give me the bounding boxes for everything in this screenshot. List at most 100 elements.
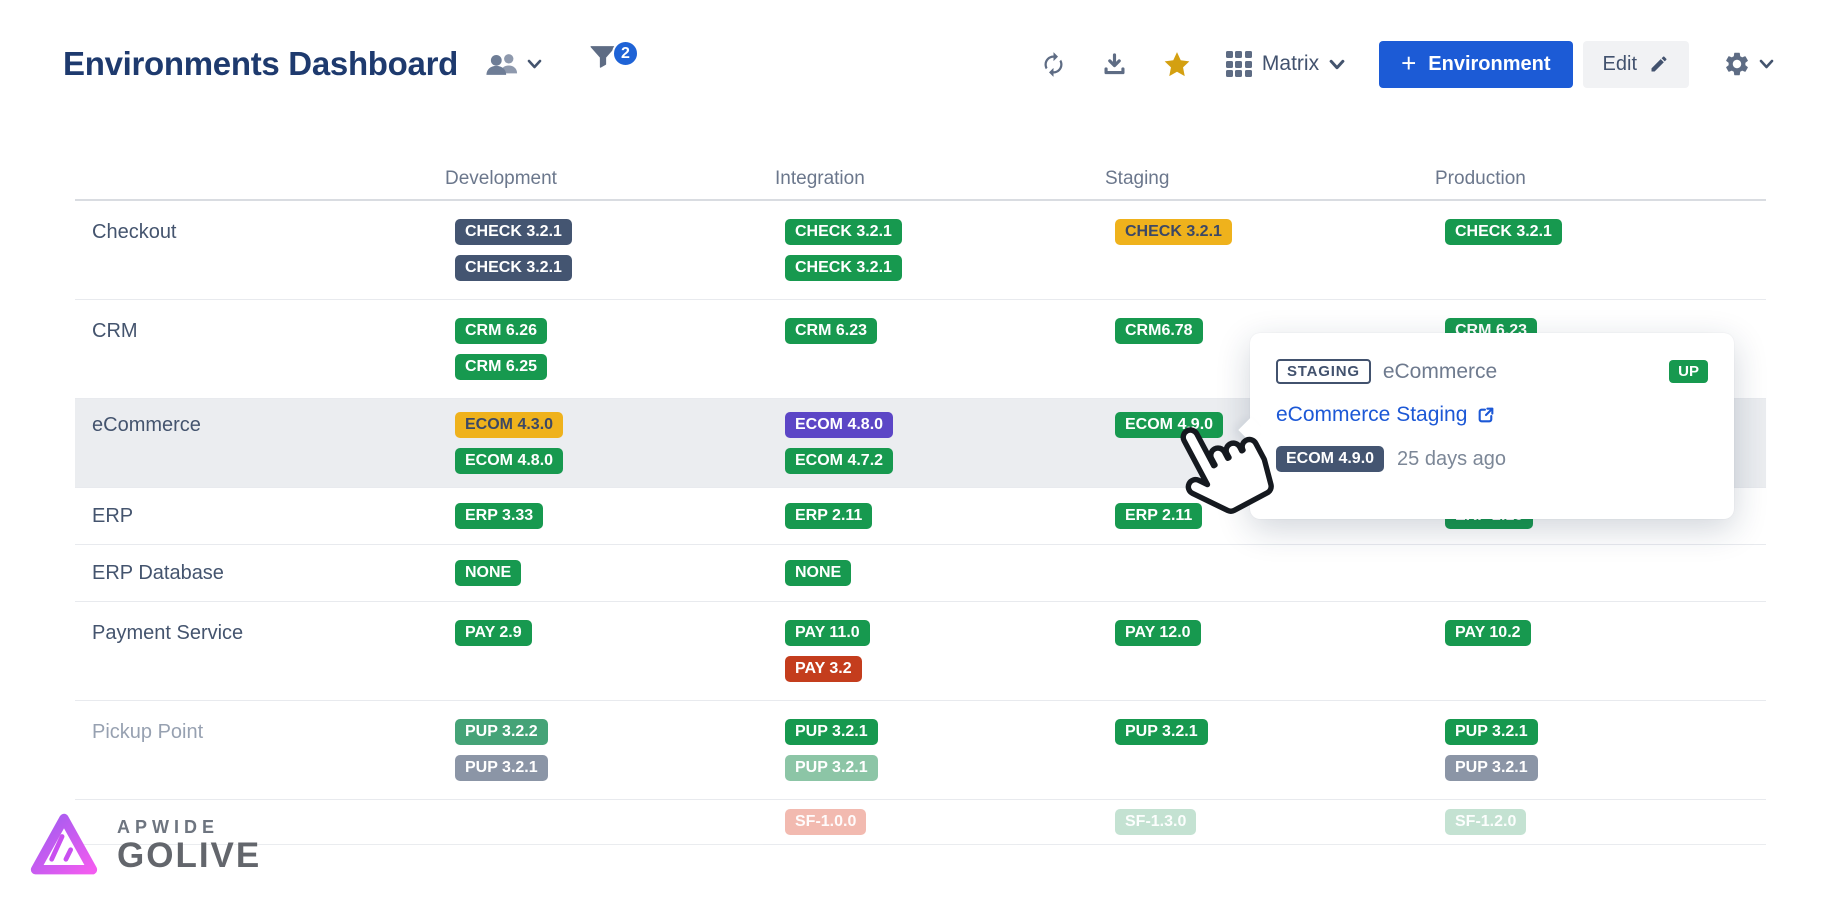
filter-button[interactable]: 2: [588, 40, 640, 84]
version-badge[interactable]: ERP 2.11: [1115, 503, 1203, 529]
environment-link[interactable]: eCommerce Staging: [1276, 403, 1468, 426]
version-badge[interactable]: ECOM 4.9.0: [1115, 412, 1224, 438]
matrix-cell: NONE: [360, 560, 690, 586]
matrix-cell: CHECK 3.2.1: [1020, 219, 1350, 281]
matrix-cell: [1350, 560, 1766, 586]
share-users-dropdown[interactable]: [484, 51, 542, 78]
table-row: Pickup Point PUP 3.2.2 PUP 3.2.1 PUP 3.2.1 P…: [75, 701, 1766, 800]
version-badge[interactable]: PAY 10.2: [1445, 620, 1531, 646]
version-badge[interactable]: CRM 6.25: [455, 354, 548, 380]
apwide-golive-logo: APWIDE GOLIVE: [26, 810, 261, 882]
column-header: Production: [1435, 168, 1526, 189]
matrix-header-row: Development Integration Staging Production: [75, 168, 1766, 201]
download-icon: [1104, 52, 1125, 74]
settings-dropdown[interactable]: [1723, 50, 1774, 78]
version-badge[interactable]: ERP 2.11: [785, 503, 873, 529]
environment-tooltip: STAGING eCommerce UP eCommerce Staging E…: [1250, 333, 1734, 519]
matrix-cell: PUP 3.2.2 PUP 3.2.1: [360, 719, 690, 781]
page-title: Environments Dashboard: [63, 45, 458, 82]
version-badge[interactable]: PAY 2.9: [455, 620, 532, 646]
row-label: ERP Database: [92, 562, 224, 584]
table-row: SF-1.0.0 SF-1.3.0 SF-1.2.0: [75, 800, 1766, 845]
version-badge[interactable]: PUP 3.2.1: [1445, 755, 1538, 781]
column-header: Integration: [775, 168, 865, 189]
view-selector-label: Matrix: [1261, 52, 1320, 75]
version-badge[interactable]: PUP 3.2.1: [455, 755, 548, 781]
gear-icon: [1726, 52, 1748, 76]
matrix-cell: ERP 2.11: [690, 503, 1020, 529]
version-badge[interactable]: PUP 3.2.1: [785, 755, 878, 781]
version-badge[interactable]: NONE: [455, 560, 522, 586]
version-badge[interactable]: CRM6.78: [1115, 318, 1203, 344]
logo-text: APWIDE GOLIVE: [117, 817, 261, 875]
star-icon: [1164, 51, 1190, 76]
version-badge[interactable]: ECOM 4.8.0: [455, 448, 564, 474]
column-header: Development: [445, 168, 557, 189]
external-link-icon: [1479, 407, 1494, 423]
plus-icon: +: [1401, 48, 1417, 78]
environment-category-badge: STAGING: [1276, 359, 1371, 384]
refresh-button[interactable]: [1040, 51, 1067, 78]
edit-button[interactable]: Edit: [1582, 40, 1689, 88]
application-name: eCommerce: [1382, 359, 1498, 383]
version-badge[interactable]: PUP 3.2.1: [785, 719, 878, 745]
logo-product: GOLIVE: [117, 836, 262, 876]
version-badge[interactable]: PAY 11.0: [785, 620, 870, 646]
matrix-cell: PUP 3.2.1 PUP 3.2.1: [1350, 719, 1766, 781]
version-badge[interactable]: PAY 12.0: [1115, 620, 1201, 646]
version-badge[interactable]: CHECK 3.2.1: [785, 219, 902, 245]
favorite-button[interactable]: [1162, 50, 1192, 79]
environments-matrix: Development Integration Staging Production …: [75, 168, 1766, 845]
view-selector[interactable]: Matrix: [1225, 51, 1345, 77]
table-row: Checkout CHECK 3.2.1 CHECK 3.2.1 CHECK 3.2.…: [75, 201, 1766, 300]
column-header: Staging: [1105, 168, 1170, 189]
matrix-cell: CHECK 3.2.1 CHECK 3.2.1: [360, 219, 690, 281]
matrix-cell: ECOM 4.3.0 ECOM 4.8.0: [360, 412, 690, 474]
add-environment-label: Environment: [1428, 52, 1551, 75]
chevron-down-icon: [1759, 59, 1774, 69]
table-row: Payment Service PAY 2.9 PAY 11.0 PAY 3.2 PAY…: [75, 602, 1766, 701]
matrix-cell: CRM 6.23: [690, 318, 1020, 380]
version-badge[interactable]: ECOM 4.8.0: [785, 412, 894, 438]
row-label: ERP: [92, 505, 134, 527]
tooltip-link-row: eCommerce Staging: [1276, 403, 1708, 427]
version-badge[interactable]: CRM 6.23: [785, 318, 878, 344]
row-label-spacer: [75, 168, 360, 190]
version-badge[interactable]: CHECK 3.2.1: [1115, 219, 1232, 245]
version-badge[interactable]: PUP 3.2.2: [455, 719, 548, 745]
matrix-cell: CHECK 3.2.1 CHECK 3.2.1: [690, 219, 1020, 281]
version-badge[interactable]: SF-1.0.0: [785, 809, 867, 835]
version-badge[interactable]: SF-1.2.0: [1445, 809, 1527, 835]
version-badge[interactable]: PAY 3.2: [785, 656, 862, 682]
matrix-cell: PAY 10.2: [1350, 620, 1766, 682]
users-icon: [486, 53, 518, 75]
row-label: CRM: [92, 320, 138, 342]
export-button[interactable]: [1101, 51, 1128, 78]
row-label: Pickup Point: [92, 721, 204, 743]
chevron-down-icon: [1329, 59, 1345, 69]
version-badge[interactable]: PUP 3.2.1: [1115, 719, 1208, 745]
version-badge[interactable]: CHECK 3.2.1: [785, 255, 902, 281]
action-buttons: + Environment Edit: [1379, 40, 1689, 88]
pencil-icon: [1651, 56, 1667, 72]
row-label: Checkout: [92, 221, 177, 243]
matrix-cell: PAY 12.0: [1020, 620, 1350, 682]
version-badge[interactable]: ERP 3.33: [455, 503, 544, 529]
version-badge[interactable]: NONE: [785, 560, 852, 586]
version-badge[interactable]: ECOM 4.7.2: [785, 448, 894, 474]
version-badge[interactable]: CHECK 3.2.1: [455, 219, 572, 245]
filter-count-badge: 2: [611, 40, 639, 67]
version-badge[interactable]: ECOM 4.3.0: [455, 412, 564, 438]
matrix-cell: PAY 2.9: [360, 620, 690, 682]
version-badge[interactable]: CHECK 3.2.1: [455, 255, 572, 281]
matrix-cell: ECOM 4.8.0 ECOM 4.7.2: [690, 412, 1020, 474]
table-row: ERP Database NONE NONE: [75, 545, 1766, 602]
add-environment-button[interactable]: + Environment: [1379, 40, 1573, 88]
matrix-cell: SF-1.3.0: [1020, 809, 1350, 835]
version-badge[interactable]: CRM 6.26: [455, 318, 548, 344]
toolbar: Matrix + Environment Edit: [1040, 40, 1774, 88]
version-badge[interactable]: CHECK 3.2.1: [1445, 219, 1562, 245]
version-badge[interactable]: SF-1.3.0: [1115, 809, 1197, 835]
version-badge[interactable]: PUP 3.2.1: [1445, 719, 1538, 745]
